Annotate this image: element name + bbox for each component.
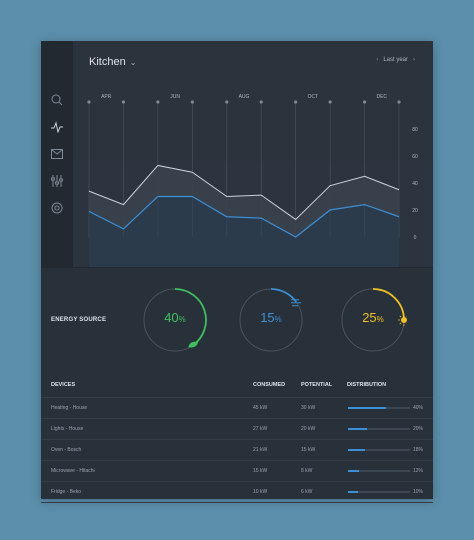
device-name: Heating - House <box>51 405 88 411</box>
x-tick-label: AUG <box>239 94 250 100</box>
energy-percent: 25% <box>362 310 384 325</box>
search-icon[interactable] <box>50 93 64 107</box>
range-label: Last year <box>383 57 408 63</box>
chart-marker <box>121 100 126 104</box>
distribution-percent: 20% <box>413 426 424 432</box>
chart-marker <box>362 100 367 104</box>
distribution-bar-fill <box>348 491 358 493</box>
distribution-bar <box>348 491 410 493</box>
device-consumed: 15 kW <box>253 468 268 474</box>
chevron-right-icon[interactable]: › <box>413 57 415 63</box>
device-potential: 8 kW <box>301 468 313 474</box>
distribution-percent: 10% <box>413 489 424 495</box>
table-row[interactable]: Microwave - Hitachi 15 kW 8 kW 12% <box>41 461 433 482</box>
distribution-bar <box>348 449 410 451</box>
chevron-down-icon: ⌄ <box>129 57 137 67</box>
chevron-left-icon[interactable]: ‹ <box>376 57 379 63</box>
energy-donut-wind: 15% <box>237 286 305 354</box>
distribution-bar-fill <box>348 470 360 472</box>
chart-marker <box>294 100 298 104</box>
table-row[interactable]: Fridge - Beko 10 kW 6 kW 10% <box>41 482 433 503</box>
room-selector[interactable]: Kitchen ⌄ <box>89 56 136 68</box>
device-name: Oven - Bosch <box>51 447 82 453</box>
wind-icon <box>291 299 302 307</box>
settings-icon[interactable] <box>50 201 64 215</box>
device-name: Lights - House <box>51 426 84 432</box>
consumption-chart: APR JUN AUG OCT DEC 80 60 40 20 0 <box>73 94 433 267</box>
distribution-bar-fill <box>348 449 366 451</box>
table-header: DEVICES CONSUMED POTENTIAL DISTRIBUTION <box>41 373 433 398</box>
distribution-bar <box>348 428 410 430</box>
chart-marker <box>259 100 263 104</box>
device-consumed: 10 kW <box>253 489 268 495</box>
table-row[interactable]: Heating - House 45 kW 30 kW 40% <box>41 398 433 419</box>
header-consumed: CONSUMED <box>253 382 286 388</box>
device-potential: 6 kW <box>301 489 313 495</box>
x-tick-label: DEC <box>376 94 387 100</box>
chart-marker <box>87 100 91 104</box>
table-row[interactable]: Lights - House 27 kW 20 kW 20% <box>41 419 433 440</box>
device-name: Microwave - Hitachi <box>51 468 95 474</box>
energy-donut-sun: 25% <box>339 286 410 354</box>
sliders-icon[interactable] <box>50 174 64 188</box>
chart-marker <box>156 100 160 104</box>
room-title: Kitchen <box>89 56 126 68</box>
device-potential: 20 kW <box>301 426 316 432</box>
series-band <box>89 165 399 237</box>
header-distribution: DISTRIBUTION <box>347 382 387 388</box>
distribution-bar-fill <box>348 428 368 430</box>
donut-arc <box>372 288 405 321</box>
series-area <box>89 196 399 267</box>
y-tick-label: 20 <box>412 208 418 214</box>
distribution-bar <box>348 407 410 409</box>
range-selector[interactable]: ‹ Last year › <box>376 57 415 63</box>
dashboard-panel: APR JUN AUG OCT DEC 80 60 40 20 0 Kitchen ⌄ ‹ <box>41 41 433 503</box>
leaf-icon <box>188 341 199 348</box>
donut-arc <box>174 288 207 346</box>
header-potential: POTENTIAL <box>301 382 333 388</box>
device-consumed: 27 kW <box>253 426 268 432</box>
sidebar <box>41 41 73 267</box>
series-line-lower <box>88 195 400 238</box>
chart-section: APR JUN AUG OCT DEC 80 60 40 20 0 Kitchen ⌄ ‹ <box>41 41 433 267</box>
y-tick-label: 60 <box>412 154 418 160</box>
x-tick-label: OCT <box>308 94 319 100</box>
energy-source-section: ENERGY SOURCE 40% 15% 25% <box>41 267 433 374</box>
mail-icon[interactable] <box>50 147 64 161</box>
device-potential: 15 kW <box>301 447 316 453</box>
devices-table: DEVICES CONSUMED POTENTIAL DISTRIBUTION … <box>41 373 433 503</box>
header-devices: DEVICES <box>51 382 76 388</box>
distribution-percent: 18% <box>413 447 424 453</box>
series-line-upper <box>88 164 400 221</box>
device-consumed: 21 kW <box>253 447 268 453</box>
device-name: Fridge - Beko <box>51 489 82 495</box>
energy-source-label: ENERGY SOURCE <box>51 317 107 323</box>
distribution-bar-fill <box>348 407 387 409</box>
table-row[interactable]: Oven - Bosch 21 kW 15 kW 18% <box>41 440 433 461</box>
chart-marker <box>225 100 229 104</box>
y-tick-label: 40 <box>412 181 418 187</box>
y-tick-label: 0 <box>414 235 417 241</box>
distribution-percent: 40% <box>413 405 424 411</box>
energy-percent: 40% <box>164 310 186 325</box>
x-tick-label: APR <box>101 94 112 100</box>
device-consumed: 45 kW <box>253 405 268 411</box>
energy-donut-leaf: 40% <box>141 286 209 354</box>
activity-icon[interactable] <box>50 120 64 134</box>
y-tick-label: 80 <box>412 127 418 133</box>
chart-marker <box>190 100 194 104</box>
x-tick-label: JUN <box>170 94 180 100</box>
chart-marker <box>397 100 401 104</box>
energy-percent: 15% <box>260 310 282 325</box>
chart-marker <box>328 100 332 104</box>
distribution-percent: 12% <box>413 468 424 474</box>
distribution-bar <box>348 470 410 472</box>
device-potential: 30 kW <box>301 405 316 411</box>
